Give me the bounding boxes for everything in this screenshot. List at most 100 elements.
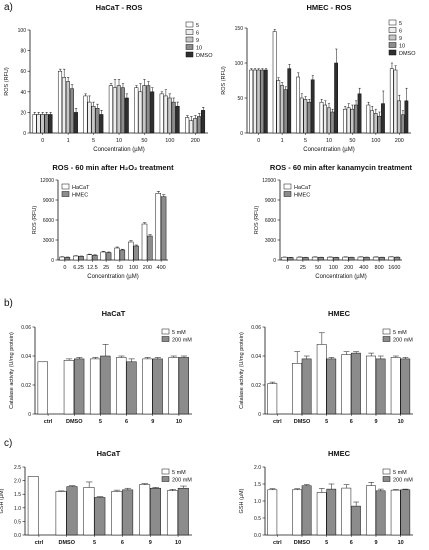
- x-tick-label: 10: [326, 138, 332, 144]
- bar: [193, 118, 198, 134]
- bar: [128, 241, 134, 261]
- bar: [390, 357, 401, 415]
- bar: [260, 69, 265, 134]
- x-tick-label: 200: [344, 265, 353, 271]
- chart-6: HMEC 0 0.02 0.04 0.06 Catalase activity (U/mg…: [239, 309, 413, 425]
- y-tick-label: 0: [51, 258, 54, 264]
- bar: [372, 256, 379, 261]
- legend-label: HMEC: [294, 193, 310, 199]
- bar: [397, 100, 401, 134]
- bar: [200, 110, 206, 134]
- chart-title: HMEC: [328, 309, 351, 318]
- y-tick-label: 2.0: [14, 479, 21, 485]
- bar: [36, 114, 41, 134]
- x-tick-label: 50: [141, 138, 147, 144]
- bar: [301, 485, 312, 536]
- bar: [390, 489, 401, 536]
- chart-title: HaCaT: [102, 309, 126, 318]
- x-tick-label: 50: [117, 265, 123, 271]
- legend-swatch: [61, 183, 70, 190]
- y-tick-label: 6000: [265, 218, 276, 224]
- bar: [366, 104, 371, 134]
- bar: [381, 103, 385, 134]
- bar: [334, 62, 338, 134]
- bar: [377, 115, 382, 134]
- bar: [61, 77, 67, 134]
- bar: [280, 85, 284, 134]
- y-tick-label: 0: [273, 258, 276, 264]
- legend-swatch: [185, 36, 194, 43]
- x-tick-label: 400: [157, 265, 166, 271]
- y-tick-label: 2.0: [254, 465, 261, 471]
- bar: [303, 99, 308, 134]
- y-axis-label: ROS (RFU): [4, 67, 10, 96]
- legend-swatch: [61, 191, 70, 197]
- y-tick-label: 1.0: [254, 499, 261, 505]
- chart-title: HaCaT - ROS: [96, 3, 143, 12]
- x-tick-label: ctrl: [44, 419, 53, 425]
- panel-label-b: b): [4, 298, 13, 309]
- bar: [351, 505, 361, 536]
- x-tick-label: 5: [325, 540, 328, 546]
- bar: [357, 93, 362, 134]
- x-tick-label: 1600: [388, 265, 400, 271]
- legend-label: 9: [399, 36, 402, 42]
- bar: [134, 87, 139, 134]
- bar: [341, 354, 352, 415]
- bar: [175, 105, 180, 134]
- x-tick-label: 5: [93, 540, 96, 546]
- x-tick-label: 0: [41, 138, 44, 144]
- legend-swatch: [161, 468, 170, 475]
- bar: [287, 257, 294, 261]
- legend-label: 10: [196, 46, 202, 52]
- legend-label: 5 mM: [172, 330, 186, 336]
- bar: [155, 193, 161, 261]
- x-tick-label: DMSO: [66, 419, 83, 425]
- bar: [311, 256, 318, 261]
- legend-swatch: [382, 336, 391, 342]
- bar: [63, 360, 75, 415]
- bar: [366, 485, 376, 536]
- x-tick-label: ctrl: [273, 419, 282, 425]
- x-axis-label: Concentration (µM): [87, 274, 138, 280]
- legend-label: 9: [196, 38, 199, 44]
- bar: [159, 93, 164, 134]
- bar: [292, 363, 302, 415]
- bar: [116, 85, 121, 134]
- legend-swatch: [161, 476, 170, 482]
- x-tick-label: 0: [63, 265, 66, 271]
- bar: [287, 68, 292, 134]
- bar: [141, 223, 148, 261]
- bar: [142, 85, 147, 134]
- bar: [163, 95, 168, 134]
- bar: [95, 108, 100, 134]
- x-tick-label: 6: [125, 419, 128, 425]
- bar: [108, 85, 113, 134]
- bar: [57, 70, 63, 134]
- x-tick-label: 1: [281, 138, 284, 144]
- bar: [37, 361, 48, 415]
- bar: [27, 476, 39, 536]
- bar: [40, 114, 45, 134]
- x-tick-label: 400: [359, 265, 368, 271]
- legend-swatch: [161, 336, 170, 342]
- y-tick-label: 1.5: [14, 492, 21, 498]
- chart-5: HaCaT 0 0.02 0.04 0.06 Catalase activity (U/m…: [9, 309, 192, 425]
- y-axis-label: Catalase activity (U/mg protein): [239, 332, 245, 409]
- bar: [400, 114, 405, 134]
- bar: [133, 245, 139, 261]
- chart-title: ROS - 60 min after kanamycin treatment: [270, 163, 413, 172]
- bar: [74, 358, 85, 415]
- bar: [373, 113, 378, 134]
- legend-swatch: [283, 191, 292, 197]
- y-tick-label: 0.0: [254, 533, 261, 539]
- bar: [302, 257, 309, 261]
- bar: [319, 101, 324, 134]
- bar: [267, 489, 278, 536]
- bar: [69, 88, 74, 134]
- bar: [122, 489, 134, 536]
- bar: [249, 69, 254, 134]
- y-tick-label: 100: [18, 28, 27, 34]
- x-tick-label: 5: [325, 419, 328, 425]
